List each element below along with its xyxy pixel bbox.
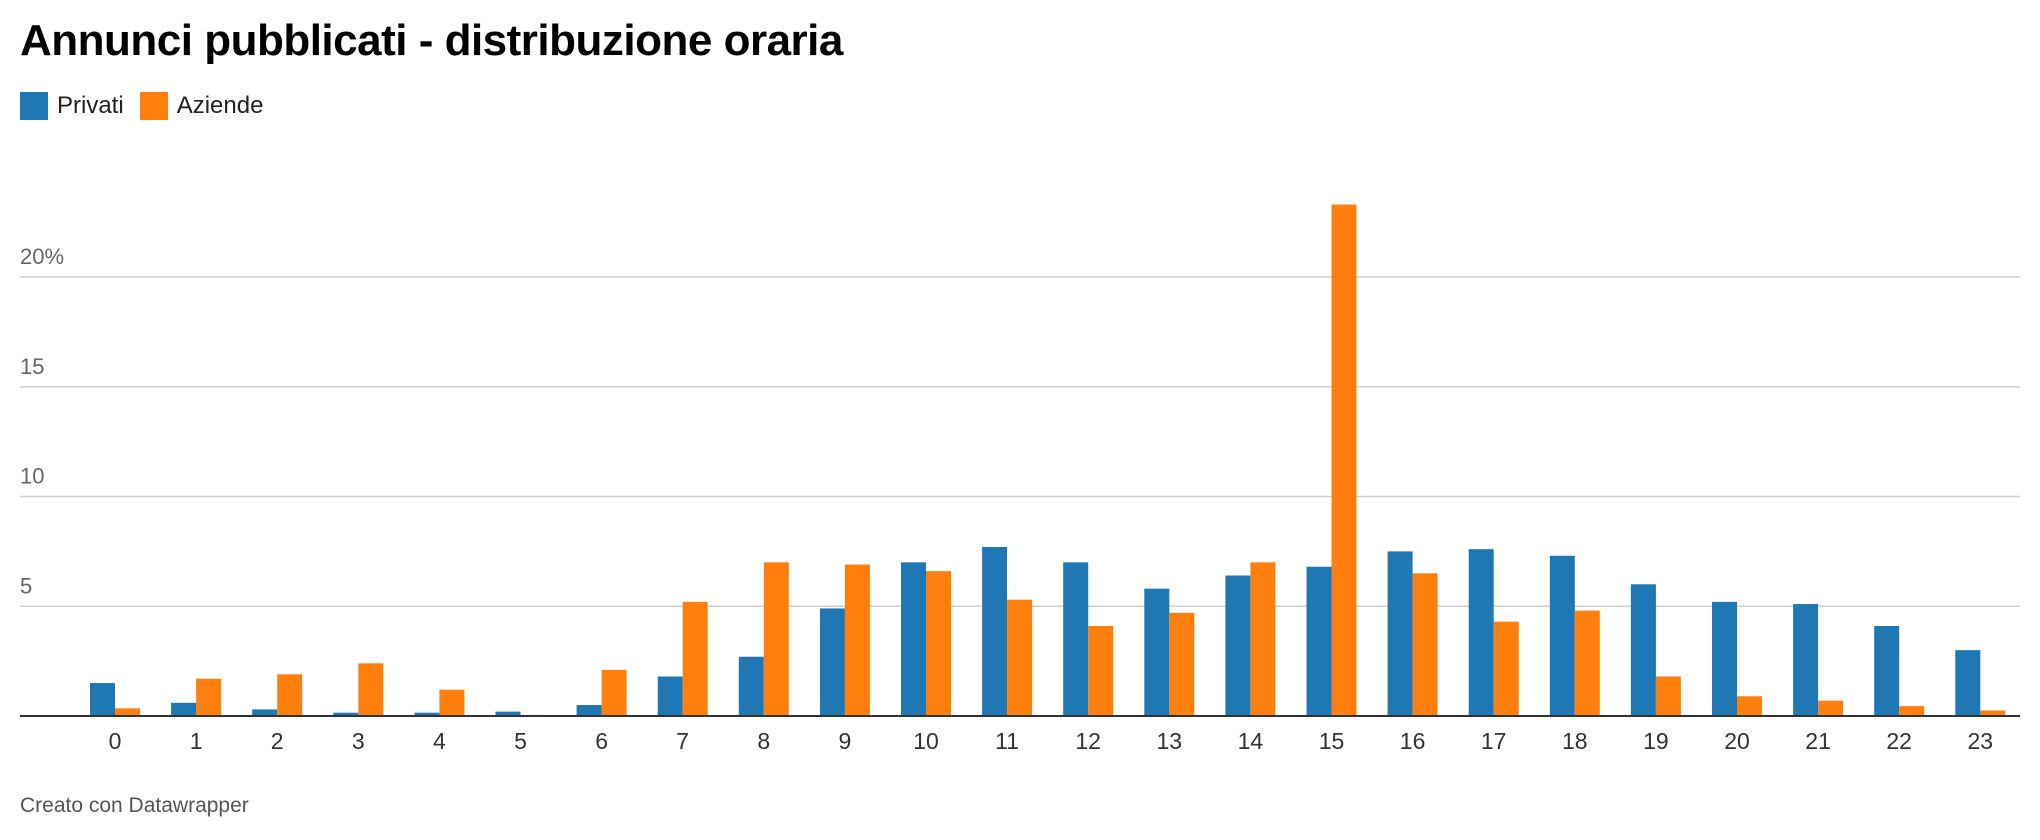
bar-privati-2	[252, 709, 278, 716]
bar-privati-12	[1063, 562, 1089, 716]
bar-aziende-17	[1493, 621, 1519, 716]
x-tick-label: 11	[995, 728, 1019, 754]
y-tick-label: 15	[20, 354, 44, 379]
y-tick-label: 20%	[20, 244, 64, 269]
bar-privati-8	[738, 656, 764, 716]
legend-label-privati: Privati	[57, 92, 124, 119]
bar-aziende-18	[1574, 610, 1600, 716]
legend-item-privati: Privati	[20, 92, 124, 120]
bar-privati-10	[901, 562, 926, 716]
x-tick-label: 13	[1157, 728, 1183, 754]
bar-aziende-4	[439, 689, 465, 716]
bar-aziende-15	[1331, 204, 1357, 716]
x-tick-label: 23	[1968, 728, 1994, 754]
bar-aziende-3	[358, 663, 384, 716]
x-tick-label: 9	[839, 728, 852, 754]
x-tick-label: 4	[433, 728, 446, 754]
bar-privati-1	[171, 702, 197, 716]
x-tick-label: 10	[913, 728, 939, 754]
x-tick-label: 14	[1238, 728, 1264, 754]
bar-privati-9	[819, 608, 845, 716]
bar-aziende-0	[115, 708, 140, 716]
bar-privati-18	[1549, 555, 1575, 716]
bar-privati-14	[1225, 575, 1251, 716]
bar-aziende-8	[763, 562, 789, 716]
x-tick-label: 3	[352, 728, 365, 754]
bar-aziende-14	[1250, 562, 1276, 716]
legend-swatch-privati	[20, 92, 48, 120]
bar-privati-13	[1144, 588, 1170, 716]
y-tick-label: 5	[20, 573, 32, 598]
bar-privati-20	[1712, 601, 1737, 716]
bar-aziende-1	[196, 678, 222, 716]
x-tick-label: 19	[1643, 728, 1669, 754]
bar-aziende-13	[1169, 612, 1195, 716]
bar-privati-7	[657, 676, 683, 716]
y-axis-ticks: 5 10 15 20%	[20, 244, 64, 598]
x-tick-label: 2	[271, 728, 284, 754]
chart-title: Annunci pubblicati - distribuzione orari…	[20, 16, 843, 65]
bar-aziende-21	[1818, 700, 1844, 716]
bar-privati-6	[576, 705, 602, 716]
footer-credit: Creato con Datawrapper	[20, 794, 249, 817]
bar-aziende-11	[1007, 599, 1033, 716]
bar-aziende-16	[1412, 573, 1438, 716]
x-tick-label: 7	[676, 728, 689, 754]
x-tick-label: 22	[1886, 728, 1912, 754]
bar-aziende-10	[926, 571, 951, 716]
bar-aziende-19	[1655, 676, 1681, 716]
bar-privati-11	[982, 546, 1008, 716]
bar-privati-3	[333, 712, 359, 716]
bar-aziende-22	[1899, 706, 1925, 716]
bar-privati-22	[1874, 626, 1900, 716]
legend-swatch-aziende	[139, 92, 168, 120]
x-tick-label: 0	[109, 728, 122, 754]
bar-privati-23	[1955, 650, 1981, 716]
x-tick-label: 12	[1075, 728, 1101, 754]
x-tick-label: 6	[595, 728, 608, 754]
legend-item-aziende: Aziende	[139, 92, 264, 120]
bars	[90, 204, 2006, 716]
bar-aziende-9	[844, 564, 870, 716]
x-tick-label: 8	[757, 728, 770, 754]
bar-aziende-20	[1737, 696, 1762, 716]
x-tick-label: 5	[514, 728, 527, 754]
x-tick-label: 18	[1562, 728, 1588, 754]
legend-label-aziende: Aziende	[176, 92, 264, 119]
bar-privati-21	[1793, 604, 1819, 716]
bar-privati-4	[414, 712, 440, 716]
bar-privati-15	[1306, 566, 1332, 716]
x-axis-ticks: 0 1 2 3 4 5 6 7 8 9 10 11 12 13 14 15 16 17 18 19 20 21 22 23	[109, 728, 1993, 754]
bar-privati-0	[90, 683, 115, 716]
bar-privati-16	[1387, 551, 1413, 716]
x-tick-label: 16	[1400, 728, 1426, 754]
bar-privati-17	[1468, 549, 1494, 716]
x-tick-label: 21	[1805, 728, 1831, 754]
bar-aziende-2	[277, 674, 303, 716]
x-tick-label: 20	[1724, 728, 1750, 754]
bar-aziende-7	[682, 601, 708, 716]
chart-legend: Privati Aziende	[20, 92, 279, 120]
x-tick-label: 17	[1481, 728, 1507, 754]
bar-aziende-6	[601, 669, 627, 716]
bar-aziende-12	[1088, 626, 1114, 716]
x-tick-label: 1	[190, 728, 203, 754]
y-tick-label: 10	[20, 464, 44, 489]
x-tick-label: 15	[1319, 728, 1345, 754]
bar-aziende-23	[1980, 710, 2006, 716]
bar-privati-5	[495, 711, 521, 716]
gridlines	[20, 276, 2020, 607]
bar-privati-19	[1630, 584, 1656, 716]
